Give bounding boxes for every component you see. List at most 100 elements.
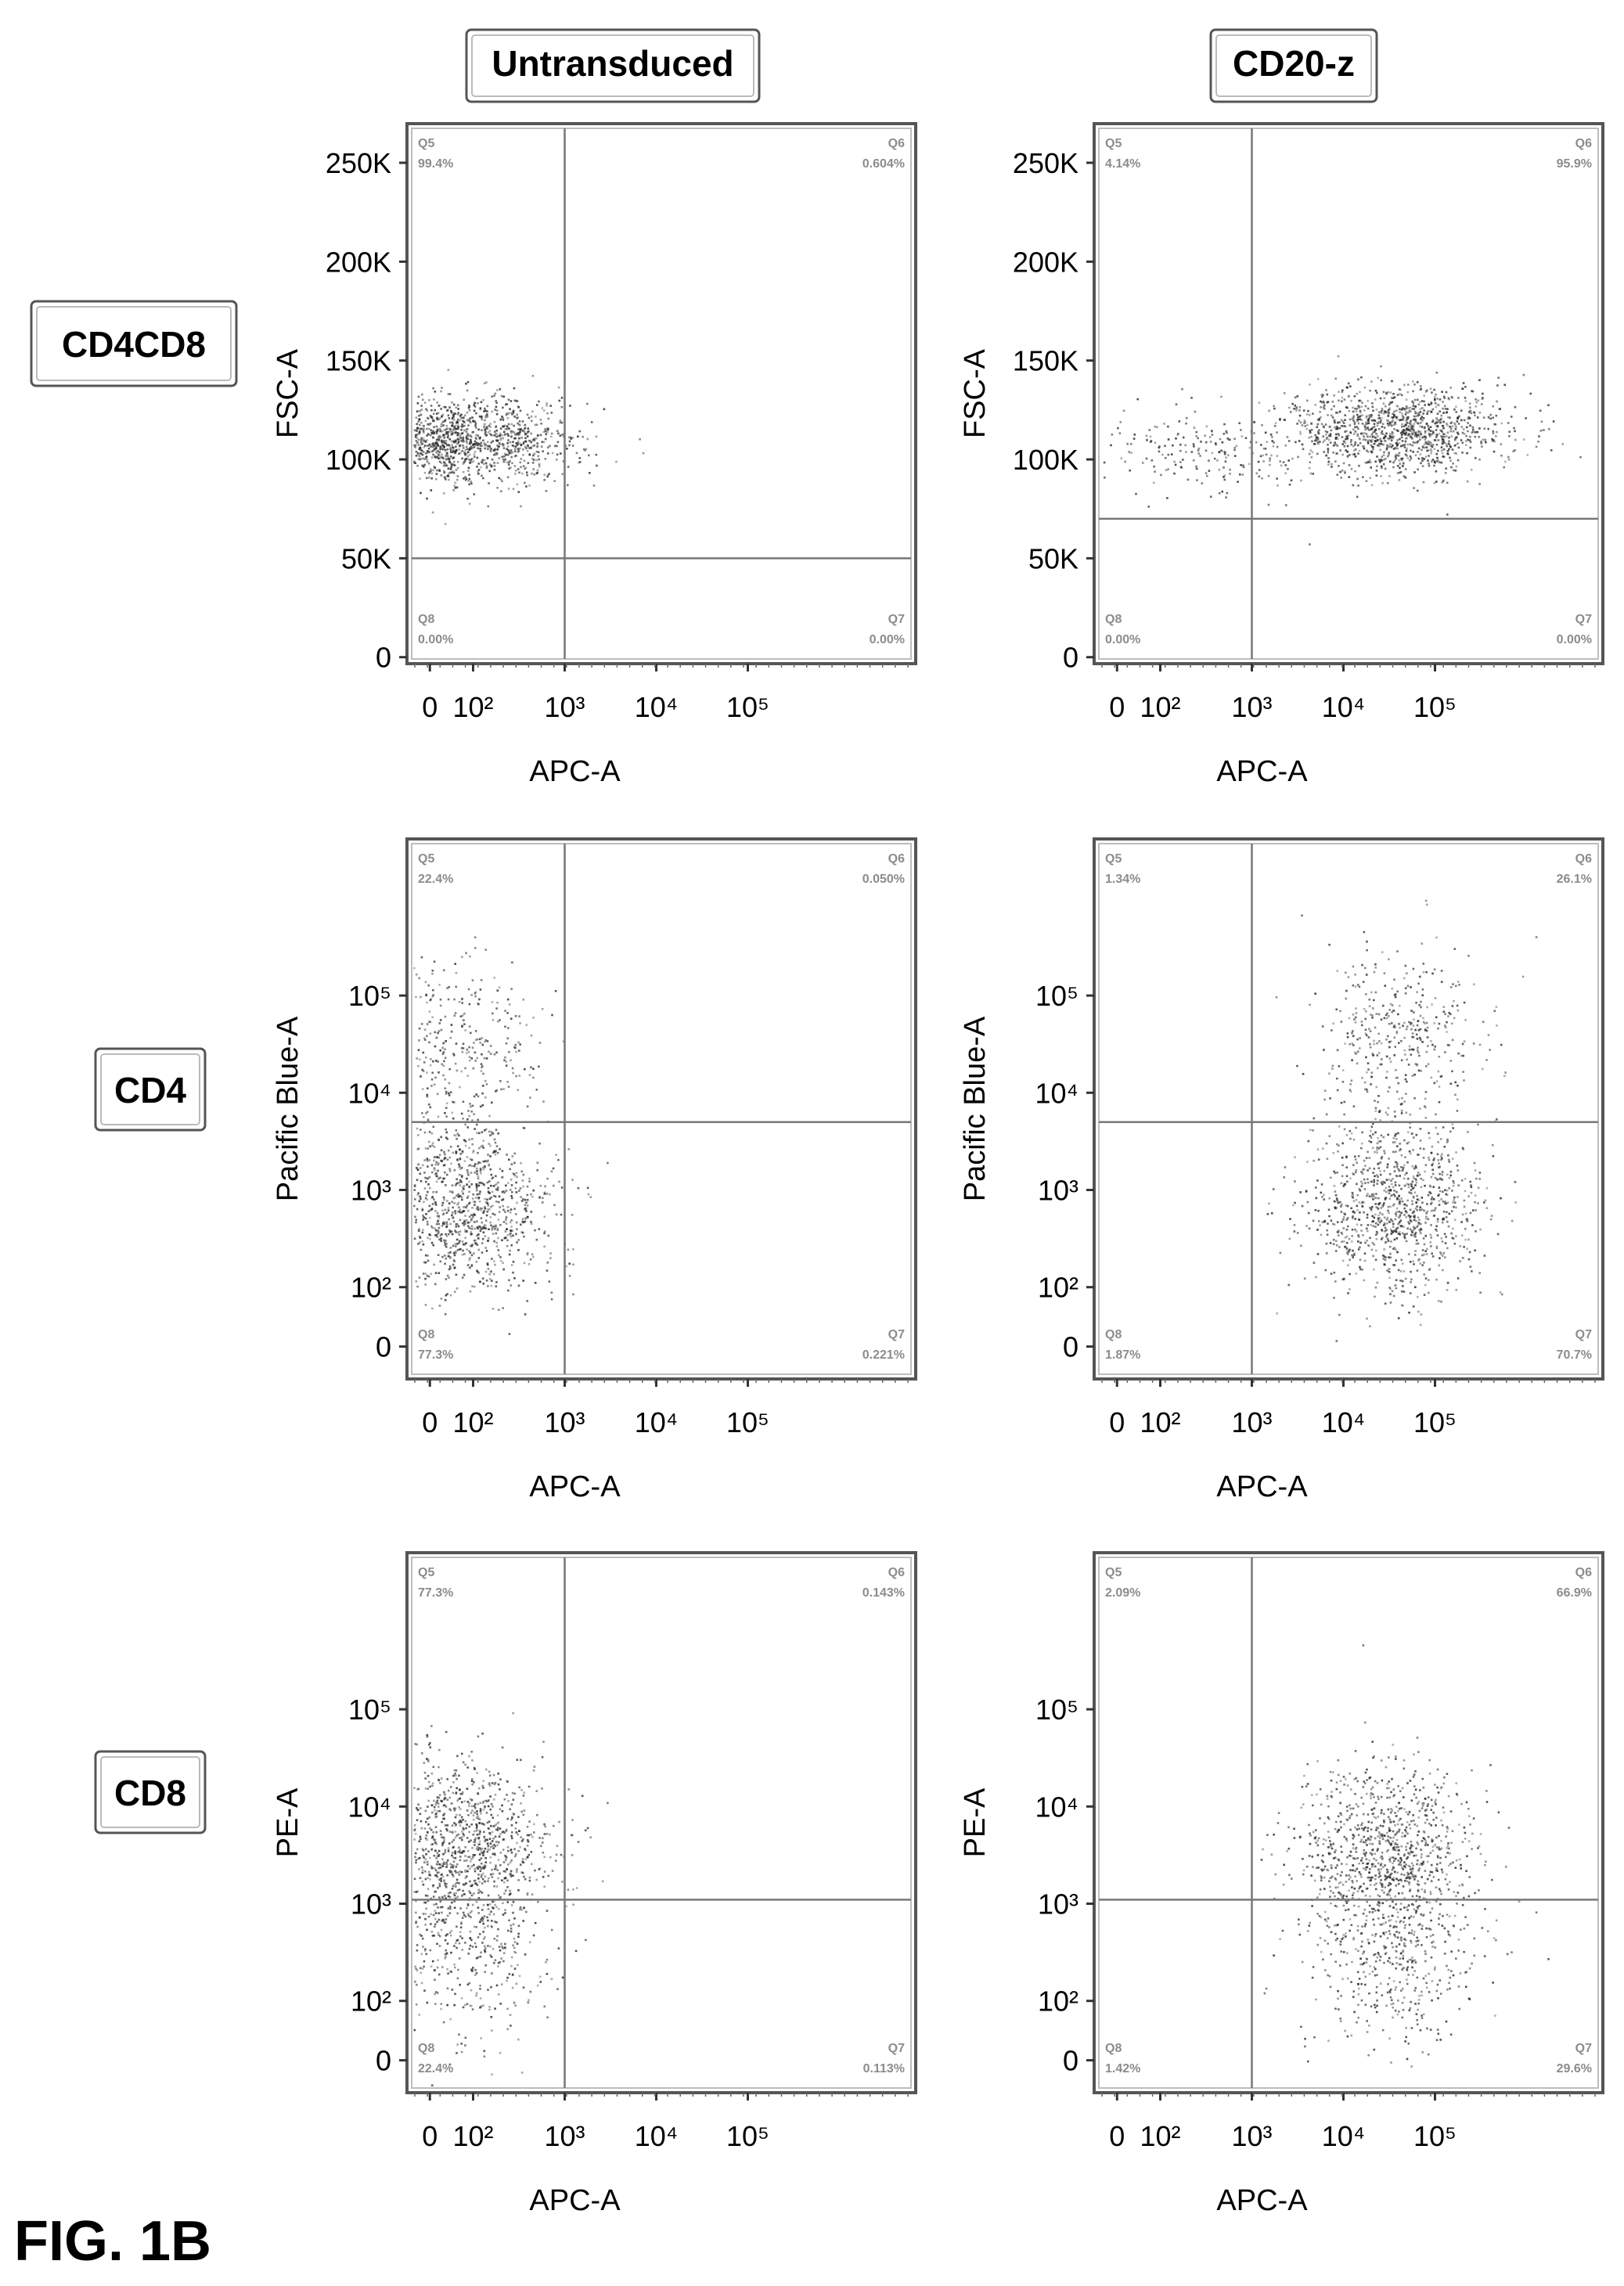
event-dot bbox=[1449, 444, 1451, 447]
event-dot bbox=[1419, 1206, 1422, 1208]
event-dot bbox=[1367, 439, 1370, 441]
event-dot bbox=[503, 452, 506, 455]
event-dot bbox=[1468, 417, 1471, 419]
event-dot bbox=[543, 1215, 546, 1219]
event-dot bbox=[450, 1024, 453, 1026]
event-dot bbox=[504, 1211, 506, 1213]
event-dot bbox=[1301, 1204, 1304, 1208]
event-dot bbox=[439, 998, 442, 1001]
event-dot bbox=[1388, 409, 1391, 411]
event-dot bbox=[1313, 439, 1316, 442]
event-dot bbox=[1429, 1233, 1432, 1237]
event-dot bbox=[1405, 1028, 1408, 1031]
event-dot bbox=[470, 1265, 474, 1267]
event-dot bbox=[1223, 450, 1226, 453]
event-dot bbox=[430, 416, 433, 419]
event-dot bbox=[415, 434, 417, 437]
event-dot bbox=[1386, 445, 1388, 448]
event-dot bbox=[1227, 454, 1230, 457]
event-dot bbox=[1357, 1240, 1359, 1243]
event-dot bbox=[1275, 996, 1278, 999]
event-dot bbox=[1421, 436, 1424, 439]
event-dot bbox=[1421, 419, 1424, 422]
event-dot bbox=[461, 457, 463, 460]
event-dot bbox=[1346, 1180, 1349, 1183]
event-dot bbox=[1376, 455, 1378, 458]
x-tick-label: 10⁵ bbox=[1413, 691, 1457, 723]
event-dot bbox=[1262, 447, 1266, 450]
event-dot bbox=[1422, 1157, 1425, 1159]
event-dot bbox=[1478, 379, 1481, 381]
event-dot bbox=[488, 1134, 492, 1137]
event-dot bbox=[1374, 963, 1377, 966]
event-dot bbox=[1388, 422, 1392, 424]
event-dot bbox=[541, 407, 544, 409]
event-dot bbox=[1406, 447, 1408, 450]
event-dot bbox=[444, 464, 446, 467]
event-dot bbox=[445, 1278, 448, 1280]
event-dot bbox=[1478, 1272, 1481, 1274]
event-dot bbox=[1104, 476, 1106, 479]
event-dot bbox=[1442, 407, 1444, 410]
event-dot bbox=[443, 434, 446, 437]
event-dot bbox=[1376, 1042, 1378, 1045]
event-dot bbox=[420, 956, 423, 959]
event-dot bbox=[1454, 1093, 1457, 1096]
event-dot bbox=[1360, 1180, 1363, 1183]
event-dot bbox=[1424, 1097, 1427, 1100]
event-dot bbox=[474, 1201, 477, 1204]
event-dot bbox=[1439, 410, 1441, 412]
event-dot bbox=[1345, 449, 1347, 452]
event-dot bbox=[1341, 1278, 1344, 1280]
event-dot bbox=[462, 1210, 465, 1212]
event-dot bbox=[477, 1225, 481, 1228]
event-dot bbox=[1466, 1247, 1468, 1250]
event-dot bbox=[506, 1244, 509, 1247]
event-dot bbox=[1416, 412, 1419, 415]
event-dot bbox=[413, 1183, 416, 1186]
event-dot bbox=[1447, 397, 1450, 399]
event-dot bbox=[446, 1138, 448, 1140]
event-dot bbox=[530, 1211, 533, 1213]
event-dot bbox=[1492, 1155, 1495, 1157]
event-dot bbox=[1475, 457, 1477, 459]
event-dot bbox=[1400, 1258, 1403, 1262]
event-dot bbox=[1427, 459, 1429, 462]
event-dot bbox=[470, 1214, 473, 1216]
event-dot bbox=[1388, 1173, 1392, 1175]
event-dot bbox=[466, 1052, 468, 1054]
event-dot bbox=[525, 447, 528, 450]
event-dot bbox=[420, 452, 423, 455]
event-dot bbox=[1402, 432, 1405, 434]
event-dot bbox=[1411, 1032, 1414, 1035]
event-dot bbox=[1431, 1168, 1434, 1172]
event-dot bbox=[1382, 391, 1385, 394]
event-dot bbox=[1382, 463, 1385, 466]
event-dot bbox=[1377, 1095, 1380, 1097]
event-dot bbox=[1366, 1071, 1368, 1074]
event-dot bbox=[1376, 1174, 1378, 1176]
event-dot bbox=[1282, 461, 1285, 463]
event-dot bbox=[1413, 487, 1415, 489]
event-dot bbox=[1399, 466, 1401, 470]
event-dot bbox=[507, 1027, 510, 1029]
event-dot bbox=[455, 1226, 458, 1228]
event-dot bbox=[508, 1003, 511, 1006]
event-dot bbox=[1381, 459, 1383, 462]
event-dot bbox=[445, 1184, 447, 1186]
event-dot bbox=[480, 979, 483, 981]
event-dot bbox=[1423, 1273, 1425, 1276]
event-dot bbox=[1464, 1212, 1467, 1215]
event-dot bbox=[477, 1095, 480, 1098]
event-dot bbox=[1396, 447, 1399, 450]
event-dot bbox=[575, 452, 578, 455]
event-dot bbox=[1276, 445, 1279, 448]
event-dot bbox=[1323, 426, 1325, 429]
event-dot bbox=[578, 457, 582, 459]
event-dot bbox=[434, 1201, 437, 1204]
event-dot bbox=[440, 1149, 443, 1152]
event-dot bbox=[1354, 1171, 1357, 1174]
event-dot bbox=[445, 1131, 448, 1134]
event-dot bbox=[1425, 1215, 1428, 1219]
